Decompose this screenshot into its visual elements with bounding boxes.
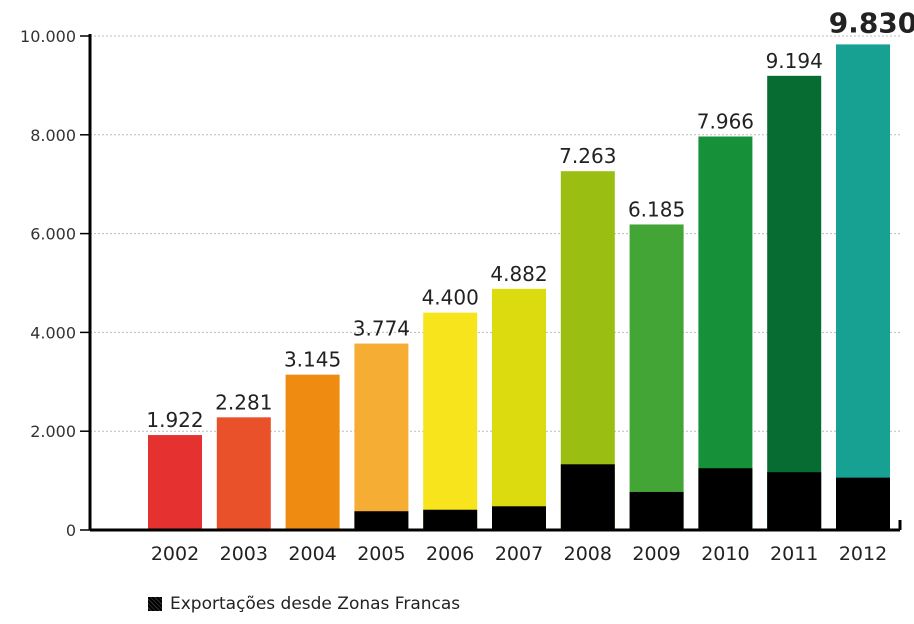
bar-zonas-francas-2006	[423, 509, 478, 530]
legend: Exportações desde Zonas Francas	[148, 594, 460, 614]
value-label-2010: 7.966	[697, 109, 754, 133]
bar-2007	[492, 288, 546, 530]
x-tick-label-2008: 2008	[564, 543, 612, 565]
x-tick-label-2007: 2007	[495, 543, 543, 565]
value-label-2011: 9.194	[766, 49, 823, 73]
bar-2003	[216, 417, 271, 530]
value-labels: 1.922 2.281 3.145 3.774 4.400 4.882 7.263 6.185…	[146, 6, 914, 432]
value-label-2004: 3.145	[284, 348, 341, 372]
x-tick-label-2011: 2011	[770, 543, 818, 565]
y-tick-label: 6.000	[30, 225, 76, 244]
y-tick-label: 2.000	[30, 422, 76, 441]
value-label-2012: 9.830	[829, 6, 914, 39]
bar-zonas-francas-2012	[836, 477, 890, 530]
x-tick-label-2003: 2003	[220, 543, 268, 565]
value-label-2009: 6.185	[628, 197, 685, 221]
bar-2005	[354, 343, 409, 530]
value-label-2003: 2.281	[215, 390, 272, 414]
y-tick-label: 4.000	[30, 323, 76, 342]
bar-zonas-francas-2011	[767, 472, 822, 530]
value-label-2006: 4.400	[422, 286, 479, 310]
x-tick-label-2009: 2009	[632, 543, 680, 565]
x-tick-label-2010: 2010	[701, 543, 749, 565]
x-tick-label-2002: 2002	[151, 543, 199, 565]
x-tick-label-2006: 2006	[426, 543, 474, 565]
bar-zonas-francas-2009	[629, 491, 684, 530]
x-tick-label-2004: 2004	[288, 543, 336, 565]
x-axis-ticks: 2002 2003 2004 2005 2006 2007 2008 2009 2010 2011…	[151, 543, 887, 565]
value-label-2007: 4.882	[490, 262, 547, 286]
axes	[88, 34, 902, 532]
bar-zonas-francas-2005	[354, 511, 409, 530]
bar-2011	[767, 75, 822, 530]
y-tick-label: 10.000	[20, 27, 76, 46]
bar-2002	[148, 435, 202, 530]
bar-2012	[836, 44, 890, 530]
value-label-2005: 3.774	[353, 317, 410, 341]
y-axis-ticks: 0 2.000 4.000 6.000 8.000 10.000	[20, 27, 90, 540]
bar-zonas-francas-2008	[560, 464, 615, 530]
value-label-2008: 7.263	[559, 144, 616, 168]
value-label-2002: 1.922	[146, 408, 203, 432]
bar-2006	[423, 312, 478, 530]
bars	[148, 44, 890, 530]
bar-2004	[285, 374, 340, 530]
y-tick-label: 0	[66, 521, 76, 540]
bar-2010	[698, 136, 753, 530]
legend-label: Exportações desde Zonas Francas	[170, 594, 461, 614]
legend-swatch-zonas-francas	[148, 597, 162, 611]
bar-zonas-francas-2010	[698, 468, 753, 530]
x-tick-label-2005: 2005	[357, 543, 405, 565]
y-tick-label: 8.000	[30, 126, 76, 145]
bar-2009	[629, 224, 684, 530]
bar-zonas-francas-2007	[492, 506, 546, 530]
x-tick-label-2012: 2012	[839, 543, 887, 565]
